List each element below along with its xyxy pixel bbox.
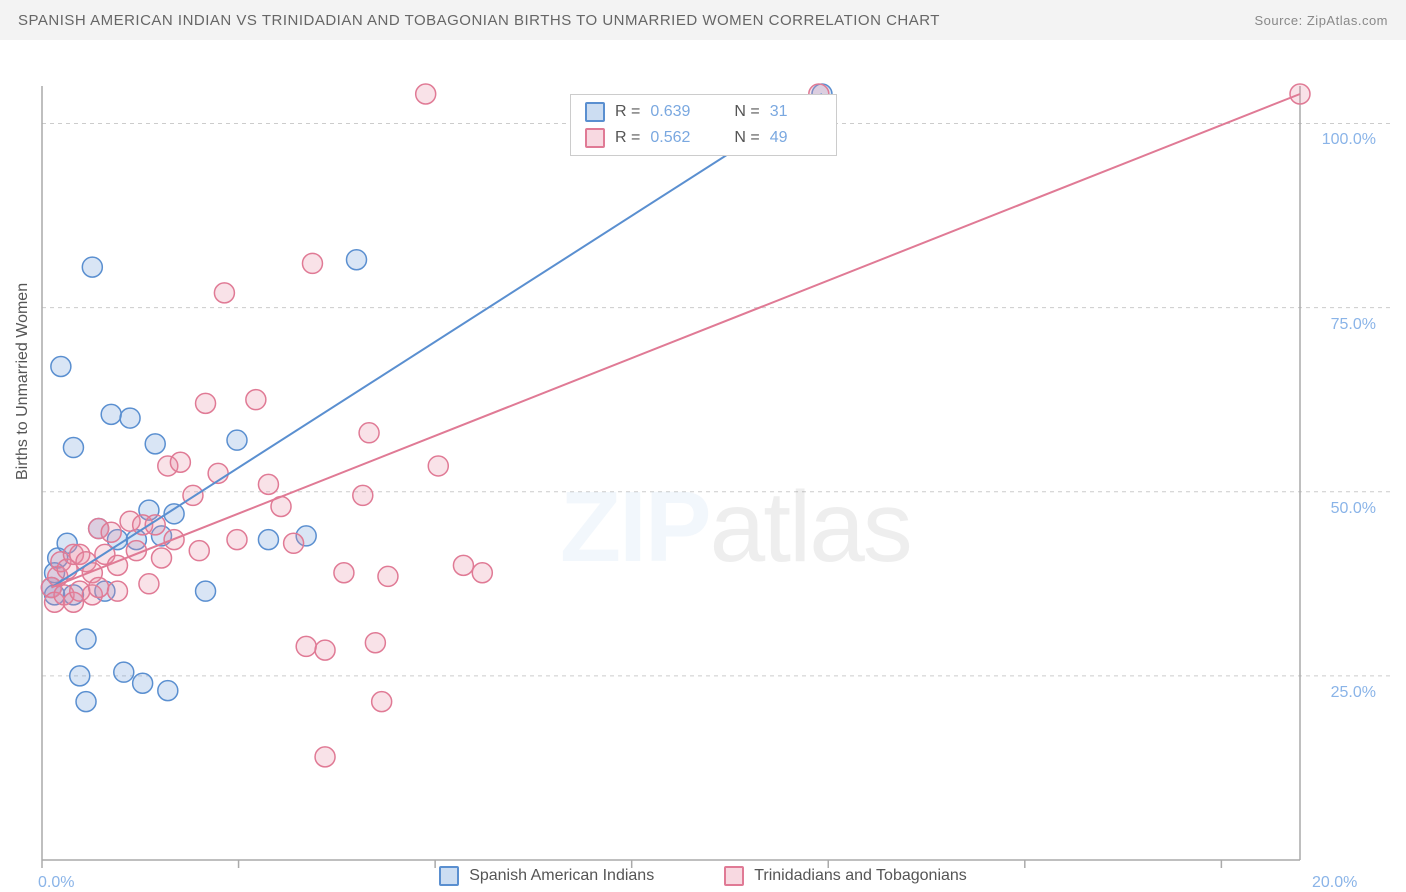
y-tick-label: 50.0% [1331, 500, 1376, 518]
scatter-plot [0, 40, 1406, 892]
stats-r-value-pink: 0.562 [650, 125, 702, 151]
stats-swatch-pink [585, 128, 605, 148]
legend-swatch-pink [724, 866, 744, 886]
chart-title: SPANISH AMERICAN INDIAN VS TRINIDADIAN A… [18, 12, 940, 29]
stats-r-label: R = [615, 125, 640, 151]
y-tick-label: 75.0% [1331, 316, 1376, 334]
stats-r-value-blue: 0.639 [650, 99, 702, 125]
stats-r-label: R = [615, 99, 640, 125]
legend-item-pink: Trinidadians and Tobagonians [724, 866, 967, 886]
stats-legend: R = 0.639 N = 31 R = 0.562 N = 49 [570, 94, 837, 156]
stats-n-label: N = [734, 99, 759, 125]
stats-row-blue: R = 0.639 N = 31 [585, 99, 822, 125]
legend-label-pink: Trinidadians and Tobagonians [754, 867, 967, 885]
stats-row-pink: R = 0.562 N = 49 [585, 125, 822, 151]
legend-bottom: Spanish American Indians Trinidadians an… [0, 866, 1406, 886]
legend-label-blue: Spanish American Indians [469, 867, 654, 885]
y-tick-label: 25.0% [1331, 684, 1376, 702]
stats-swatch-blue [585, 102, 605, 122]
source-label: Source: ZipAtlas.com [1254, 13, 1388, 28]
y-axis-label: Births to Unmarried Women [14, 283, 32, 480]
stats-n-label: N = [734, 125, 759, 151]
y-tick-label: 100.0% [1322, 131, 1376, 149]
stats-n-value-blue: 31 [770, 99, 822, 125]
title-bar: SPANISH AMERICAN INDIAN VS TRINIDADIAN A… [0, 0, 1406, 40]
stats-n-value-pink: 49 [770, 125, 822, 151]
legend-item-blue: Spanish American Indians [439, 866, 654, 886]
legend-swatch-blue [439, 866, 459, 886]
chart-area: ZIPatlas Births to Unmarried Women 25.0%… [0, 40, 1406, 892]
